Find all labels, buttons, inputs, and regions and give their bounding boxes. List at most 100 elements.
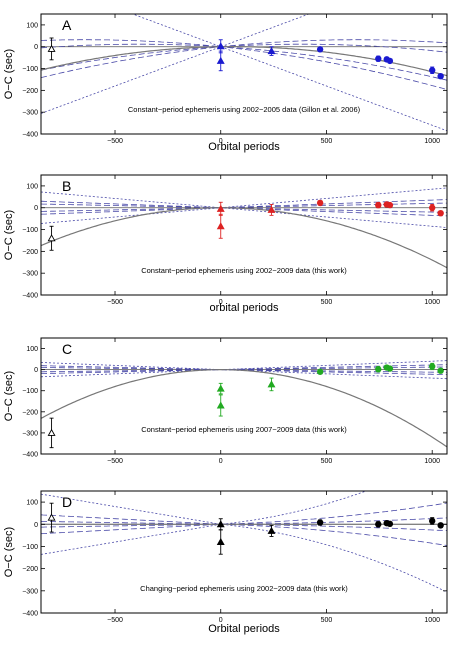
- x-axis-title: orbital periods: [209, 302, 279, 314]
- data-point: [216, 382, 225, 395]
- data-point: [216, 529, 225, 555]
- data-point: [437, 72, 444, 80]
- y-tick-label: 0: [34, 367, 38, 374]
- marker-circle: [316, 519, 324, 526]
- plot-area: [41, 491, 447, 593]
- marker-circle: [386, 520, 394, 528]
- panel-c: 1000−100−200−300−400−500 0 500 1000CConstan…: [3, 337, 448, 465]
- data-point: [375, 201, 382, 209]
- envelope-inner-1-upper: [41, 39, 447, 48]
- marker-triangle: [267, 380, 276, 388]
- axes-frame: [40, 490, 448, 614]
- x-tick-label: −500: [107, 299, 123, 306]
- marker-circle: [437, 209, 444, 217]
- panel-letter: C: [62, 341, 72, 357]
- envelope-inner-1-lower: [41, 46, 447, 90]
- y-tick-label: −300: [22, 271, 38, 278]
- y-tick-label: −400: [22, 611, 38, 618]
- y-axis-title: O−C (sec): [3, 527, 15, 577]
- marker-triangle: [267, 205, 276, 213]
- marker-circle: [428, 517, 436, 525]
- panel-b: 1000−100−200−300−400−500 0 500 1000BConstan…: [3, 174, 448, 314]
- marker-circle: [316, 199, 324, 207]
- x-tick-label: 1000: [424, 299, 440, 306]
- marker-circle: [316, 368, 324, 375]
- marker-circle: [375, 55, 382, 62]
- envelope-outer-upper: [131, 14, 310, 48]
- envelope-inner-1-lower: [41, 523, 447, 546]
- y-tick-label: −400: [22, 132, 38, 139]
- y-tick-label: 0: [34, 522, 38, 529]
- panel-a: 1000−100−200−300−400−500 0 500 1000AConstan…: [3, 13, 448, 153]
- data-point: [375, 366, 382, 373]
- data-point: [316, 199, 324, 207]
- y-tick-label: −300: [22, 110, 38, 117]
- data-point: [437, 209, 444, 217]
- y-tick-label: −200: [22, 249, 38, 256]
- panel-letter: D: [62, 494, 72, 510]
- data-point: [428, 517, 436, 525]
- x-axis-title: Orbital periods: [208, 141, 280, 153]
- data-point: [316, 46, 324, 53]
- marker-circle: [386, 57, 394, 65]
- data-point: [375, 521, 382, 528]
- marker-triangle-open: [47, 513, 56, 521]
- marker-circle: [386, 365, 394, 372]
- panel-letter: A: [62, 17, 72, 33]
- x-tick-label: 0: [219, 299, 223, 306]
- fit-curve: [41, 207, 447, 269]
- x-tick-label: 0: [219, 138, 223, 145]
- data-point: [216, 201, 225, 216]
- fit-curve: [41, 369, 447, 448]
- y-axis-title: O−C (sec): [3, 210, 15, 260]
- marker-triangle: [216, 520, 225, 528]
- x-tick-label: 0: [219, 617, 223, 624]
- y-tick-label: −100: [22, 544, 38, 551]
- y-tick-label: −200: [22, 88, 38, 95]
- data-point: [437, 522, 444, 529]
- panel-caption: Constant−period ephemeris using 2002−200…: [128, 105, 361, 114]
- x-tick-label: 1000: [424, 617, 440, 624]
- data-point: [437, 367, 444, 374]
- x-tick-label: −500: [107, 617, 123, 624]
- y-tick-label: −400: [22, 452, 38, 459]
- data-point: [316, 519, 324, 526]
- panel-letter: B: [62, 178, 71, 194]
- data-point: [386, 57, 394, 65]
- envelope-outer-lower: [41, 523, 447, 593]
- marker-circle: [437, 522, 444, 529]
- marker-triangle: [216, 42, 225, 50]
- data-point: [216, 518, 225, 531]
- data-point: [316, 368, 324, 375]
- marker-triangle: [216, 401, 225, 409]
- data-point: [428, 204, 436, 212]
- x-tick-label: 500: [321, 299, 333, 306]
- y-tick-label: −200: [22, 566, 38, 573]
- y-tick-label: −200: [22, 409, 38, 416]
- data-point: [267, 46, 276, 56]
- panel-caption: Changing−period ephemeris using 2002−200…: [140, 584, 348, 593]
- marker-circle: [386, 201, 394, 209]
- marker-circle: [375, 366, 382, 373]
- envelope-inner-0-lower: [41, 46, 447, 81]
- x-tick-label: 1000: [424, 458, 440, 465]
- y-tick-label: 0: [34, 205, 38, 212]
- data-point: [386, 520, 394, 528]
- panel-caption: Constant−period ephemeris using 2007−200…: [141, 425, 347, 434]
- marker-triangle-open: [47, 234, 56, 242]
- axes-frame: [40, 337, 448, 455]
- marker-circle: [375, 521, 382, 528]
- x-tick-label: 1000: [424, 138, 440, 145]
- y-tick-label: −300: [22, 588, 38, 595]
- y-axis-title: O−C (sec): [3, 49, 15, 99]
- marker-triangle: [216, 204, 225, 212]
- envelope-inner-1-upper: [41, 502, 447, 525]
- panel-caption: Constant−period ephemeris using 2002−200…: [141, 266, 347, 275]
- marker-circle: [437, 367, 444, 374]
- y-axis-title: O−C (sec): [3, 371, 15, 421]
- marker-triangle-open: [47, 44, 56, 52]
- data-point: [216, 50, 225, 72]
- marker-triangle-open: [47, 428, 56, 436]
- y-tick-label: 100: [26, 500, 38, 507]
